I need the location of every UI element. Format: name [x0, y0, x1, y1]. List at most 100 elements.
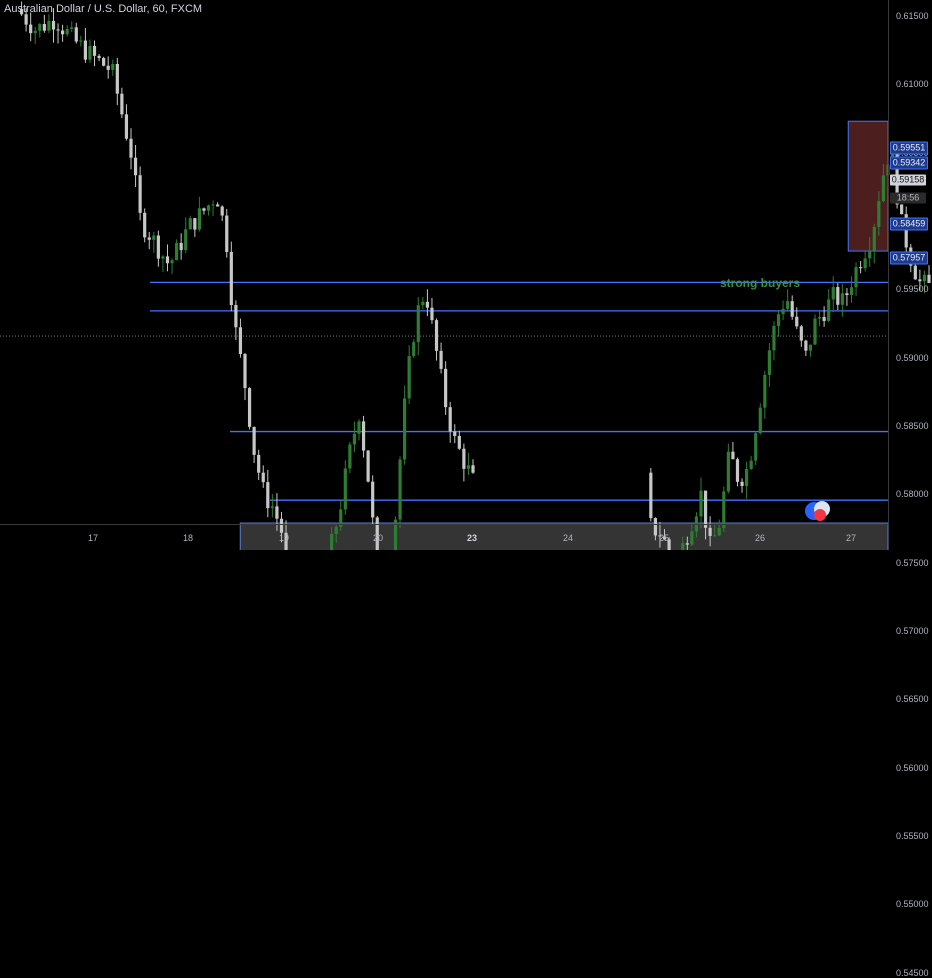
candle-body	[253, 427, 256, 455]
candle-body	[207, 205, 210, 210]
price-tick-label: 0.56000	[896, 763, 929, 773]
candle-body	[202, 208, 205, 210]
price-tick-label: 0.59500	[896, 284, 929, 294]
candle-body	[211, 204, 214, 205]
candle-body	[709, 528, 712, 536]
time-axis-divider	[0, 524, 888, 525]
date-tick-label: 18	[183, 533, 193, 543]
candle-body	[189, 218, 192, 229]
chart-title: Australian Dollar / U.S. Dollar, 60, FXC…	[4, 3, 202, 15]
price-tick-label: 0.56500	[896, 694, 929, 704]
candle-body	[371, 482, 374, 518]
candle-body	[873, 227, 876, 250]
candle-body	[786, 301, 789, 309]
candle-body	[61, 31, 64, 35]
price-tick-label: 0.55500	[896, 831, 929, 841]
candle-body	[759, 408, 762, 434]
candle-body	[713, 535, 716, 536]
candle-body	[38, 24, 41, 31]
candle-body	[239, 327, 242, 354]
candle-body	[763, 375, 766, 408]
date-tick-label: 24	[563, 533, 573, 543]
bar-countdown-tag: 18:56	[890, 193, 926, 204]
price-tick-label: 0.58500	[896, 421, 929, 431]
candle-body	[781, 309, 784, 314]
candle-body	[75, 27, 78, 41]
candle-body	[134, 158, 137, 176]
candle-body	[275, 506, 278, 518]
candle-body	[271, 506, 274, 508]
candle-body	[408, 356, 411, 398]
level-price-tag: 0.59551	[890, 142, 928, 155]
candle-body	[471, 465, 474, 472]
candle-body	[654, 518, 657, 535]
candle-body	[362, 421, 365, 450]
candle-body	[248, 388, 251, 427]
candle-body	[854, 267, 857, 287]
zones-layer	[240, 121, 888, 550]
candle-body	[79, 41, 82, 42]
candle-body	[731, 452, 734, 459]
candle-body	[120, 94, 123, 115]
candle-body	[129, 139, 132, 158]
candle-body	[804, 341, 807, 351]
candle-body	[148, 237, 151, 239]
candle-body	[403, 398, 406, 459]
candle-body	[412, 342, 415, 356]
candle-body	[850, 287, 853, 295]
candle-body	[398, 459, 401, 519]
candle-body	[462, 449, 465, 469]
candle-body	[745, 469, 748, 486]
candle-body	[198, 208, 201, 229]
price-axis-divider	[888, 0, 889, 524]
candle-body	[56, 29, 59, 30]
candle-body	[111, 64, 114, 70]
price-tick-label: 0.57000	[896, 626, 929, 636]
candle-body	[116, 64, 119, 94]
candle-body	[704, 491, 707, 528]
candle-body	[918, 279, 921, 281]
candle-body	[750, 461, 753, 469]
candle-body	[280, 519, 283, 533]
candle-body	[47, 21, 50, 31]
candle-body	[180, 243, 183, 250]
candle-body	[718, 528, 721, 535]
candle-body	[216, 204, 219, 206]
candle-body	[754, 433, 757, 460]
candle-body	[29, 25, 32, 34]
candle-body	[344, 468, 347, 509]
candle-body	[458, 436, 461, 449]
candle-body	[157, 235, 160, 258]
candle-body	[791, 301, 794, 317]
current-price-tag: 0.59158	[890, 175, 926, 186]
candle-body	[348, 444, 351, 468]
candle-body	[193, 218, 196, 229]
candle-body	[357, 421, 360, 433]
candle-body	[467, 465, 470, 469]
candle-body	[868, 250, 871, 258]
candle-body	[439, 351, 442, 369]
candle-body	[900, 204, 903, 214]
candle-body	[25, 14, 28, 24]
candle-body	[777, 314, 780, 326]
candle-body	[772, 326, 775, 350]
level-price-tag: 0.57957	[890, 252, 928, 265]
candle-body	[809, 345, 812, 351]
tradingview-logo-icon	[803, 500, 835, 522]
candle-body	[367, 451, 370, 482]
candle-body	[262, 473, 265, 482]
candle-body	[335, 527, 338, 534]
candle-body	[52, 21, 55, 30]
candle-body	[736, 459, 739, 482]
candlestick-chart[interactable]	[0, 0, 932, 550]
candle-body	[923, 275, 926, 281]
candle-body	[139, 175, 142, 213]
candle-body	[43, 24, 46, 31]
candle-body	[841, 293, 844, 305]
candle-body	[864, 258, 867, 268]
candle-body	[681, 543, 684, 550]
candle-body	[449, 407, 452, 431]
candle-body	[699, 491, 702, 517]
candle-body	[243, 354, 246, 388]
candle-body	[768, 350, 771, 375]
